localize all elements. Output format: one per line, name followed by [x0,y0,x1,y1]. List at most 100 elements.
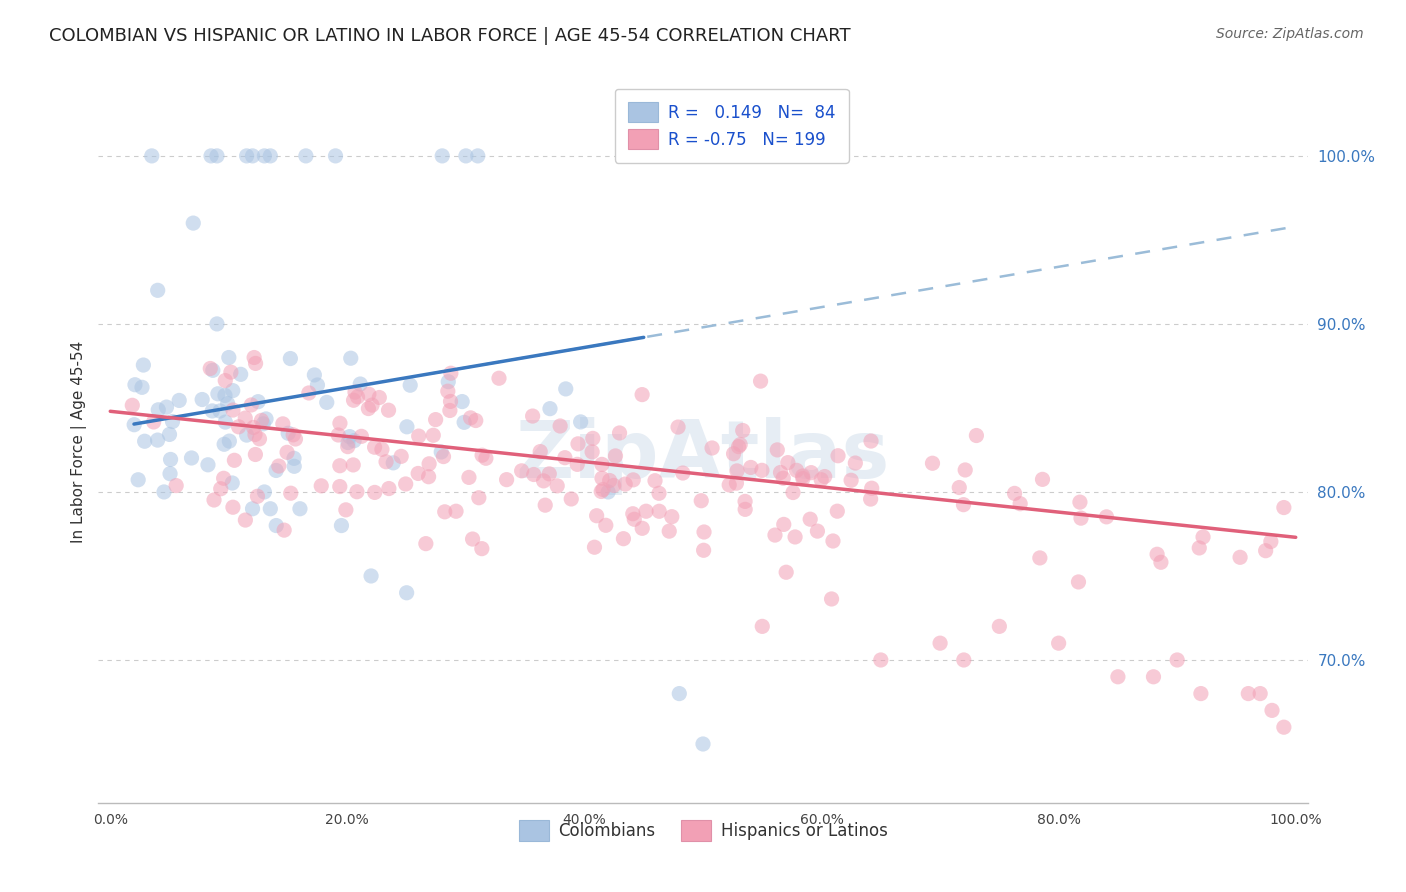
Point [252,417,274,431]
Point [1260,534,1282,549]
Point [820,591,842,606]
Point [609,425,631,440]
Point [250,413,273,427]
Point [534,498,557,512]
Point [329,416,352,430]
Point [437,384,460,399]
Point [661,509,683,524]
Point [602,478,624,492]
Point [595,518,617,533]
Point [952,498,974,512]
Point [283,459,305,474]
Point [658,524,681,538]
Point [554,450,576,465]
Point [159,452,181,467]
Point [363,440,385,454]
Point [235,513,257,527]
Point [560,491,582,506]
Point [197,458,219,472]
Point [307,378,329,392]
Point [240,398,263,412]
Point [598,485,620,500]
Point [1166,653,1188,667]
Point [243,351,266,365]
Point [336,440,359,454]
Point [222,500,245,515]
Point [181,216,204,230]
Point [148,402,170,417]
Point [953,463,976,477]
Text: Source: ZipAtlas.com: Source: ZipAtlas.com [1216,27,1364,41]
Point [734,494,756,508]
Point [460,410,482,425]
Point [621,507,644,521]
Point [648,504,671,518]
Point [1069,495,1091,509]
Point [214,388,236,402]
Point [208,404,231,418]
Point [467,149,489,163]
Point [153,485,176,500]
Point [214,415,236,429]
Point [952,653,974,667]
Point [1047,636,1070,650]
Point [328,428,350,442]
Point [471,541,494,556]
Point [259,149,281,163]
Point [271,417,294,431]
Point [583,540,606,554]
Point [523,467,546,482]
Point [141,149,163,163]
Point [159,467,181,481]
Point [623,512,645,526]
Text: ZipAtlas: ZipAtlas [516,417,890,495]
Point [309,479,332,493]
Point [723,447,745,461]
Point [378,482,401,496]
Point [254,412,277,426]
Point [439,403,461,417]
Point [1249,687,1271,701]
Point [418,469,440,483]
Point [249,432,271,446]
Point [740,460,762,475]
Point [529,444,551,458]
Point [440,366,463,380]
Point [554,382,576,396]
Point [859,492,882,507]
Point [329,458,352,473]
Point [533,474,555,488]
Point [214,374,236,388]
Point [339,429,361,443]
Point [718,478,741,492]
Point [325,149,347,163]
Point [495,473,517,487]
Point [782,485,804,500]
Point [1229,550,1251,565]
Point [191,392,214,407]
Point [510,464,533,478]
Point [631,387,654,401]
Point [329,479,352,493]
Point [468,491,491,505]
Point [666,420,689,434]
Point [142,415,165,429]
Point [929,636,952,650]
Point [522,409,544,423]
Point [124,377,146,392]
Point [201,363,224,377]
Point [700,441,723,455]
Point [357,401,380,416]
Point [792,472,814,486]
Point [581,445,603,459]
Point [245,448,267,462]
Point [202,493,225,508]
Point [538,401,561,416]
Text: COLOMBIAN VS HISPANIC OR LATINO IN LABOR FORCE | AGE 45-54 CORRELATION CHART: COLOMBIAN VS HISPANIC OR LATINO IN LABOR… [49,27,851,45]
Point [538,467,561,481]
Point [1004,486,1026,500]
Point [636,504,658,518]
Point [339,351,361,366]
Point [591,484,613,499]
Point [235,428,257,442]
